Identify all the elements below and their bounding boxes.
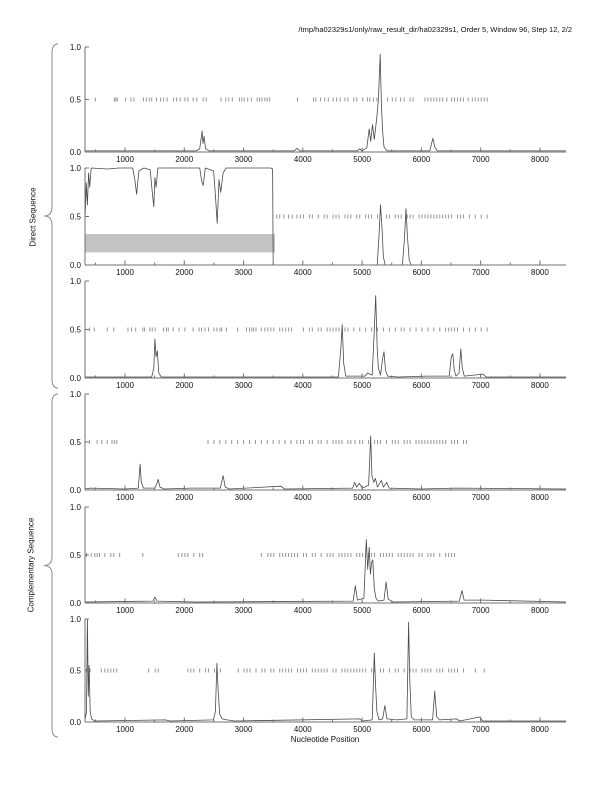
y-tick-label: 1.0 (70, 615, 82, 624)
x-tick-label: 8000 (531, 606, 549, 615)
figure-title: /tmp/ha02329s1/only/raw_result_dir/ha023… (298, 25, 573, 34)
x-tick-label: 7000 (472, 493, 490, 502)
complementary-group-brace (43, 393, 59, 738)
x-tick-label: 3000 (235, 381, 253, 390)
y-tick-label: 0.5 (70, 325, 82, 334)
panel-complementary-3: 1000 2000 3000 4000 5000 6000 7000 8000 0.0 0.5 1.… (70, 615, 566, 734)
x-tick-label: 5000 (353, 268, 371, 277)
x-tick-label: 8000 (531, 381, 549, 390)
y-tick-label: 1.0 (70, 503, 82, 512)
score-line (84, 539, 567, 603)
x-tick-label: 6000 (412, 493, 430, 502)
match-marker-row (88, 327, 488, 332)
y-tick-label: 1.0 (70, 390, 82, 399)
x-tick-label: 3000 (235, 725, 253, 734)
panel-complementary-2: 1000 2000 3000 4000 5000 6000 7000 8000 0.0 0.5 1.… (70, 503, 567, 615)
x-tick-label: 6000 (412, 725, 430, 734)
match-marker-row (276, 214, 488, 219)
x-tick-label: 7000 (472, 725, 490, 734)
direct-group-brace (43, 43, 59, 389)
x-tick-label: 5000 (353, 155, 371, 164)
x-tick-label: 4000 (294, 493, 312, 502)
x-tick-label: 3000 (235, 268, 253, 277)
x-tick-label: 2000 (175, 725, 193, 734)
match-marker-row (85, 668, 485, 673)
x-tick-label: 1000 (116, 725, 134, 734)
match-marker-row (94, 97, 488, 102)
panel-complementary-1: 1000 2000 3000 4000 5000 6000 7000 8000 0.0 0.5 1.… (70, 390, 567, 502)
match-marker-row (85, 553, 456, 557)
y-tick-label: 1.0 (70, 164, 82, 173)
score-line (84, 618, 566, 722)
y-tick-label: 0.0 (70, 148, 82, 157)
x-tick-label: 6000 (412, 381, 430, 390)
y-tick-label: 1.0 (70, 43, 82, 52)
x-tick-label: 4000 (294, 606, 312, 615)
panel-direct-1: 1000 2000 3000 4000 5000 6000 7000 8000 0.0 0.5 1.… (70, 43, 566, 164)
panel-direct-3: 1000 2000 3000 4000 5000 6000 7000 8000 0.0 0.5 1.… (70, 277, 566, 390)
score-line (85, 53, 566, 152)
x-tick-label: 8000 (531, 725, 549, 734)
x-tick-label: 8000 (531, 155, 549, 164)
axis (84, 393, 566, 491)
score-line (85, 295, 566, 378)
x-tick-label: 2000 (175, 155, 193, 164)
x-tick-label: 5000 (353, 606, 371, 615)
x-tick-label: 2000 (175, 606, 193, 615)
y-tick-label: 0.5 (70, 212, 82, 221)
x-tick-label: 5000 (353, 493, 371, 502)
score-line (84, 167, 566, 266)
axis (84, 280, 566, 379)
axis (84, 506, 566, 604)
score-line (84, 435, 567, 490)
axis (84, 167, 566, 266)
x-tick-label: 4000 (294, 381, 312, 390)
y-tick-label: 0.0 (70, 486, 82, 495)
x-tick-label: 5000 (353, 725, 371, 734)
x-tick-label: 1000 (116, 155, 134, 164)
x-tick-label: 7000 (472, 155, 490, 164)
x-tick-label: 4000 (294, 155, 312, 164)
y-tick-label: 0.0 (70, 261, 82, 270)
y-tick-label: 0.5 (70, 551, 82, 560)
x-tick-label: 3000 (235, 493, 253, 502)
y-tick-label: 0.5 (70, 666, 82, 675)
x-tick-label: 3000 (235, 606, 253, 615)
x-tick-label: 8000 (531, 268, 549, 277)
x-tick-label: 4000 (294, 268, 312, 277)
x-tick-label: 6000 (412, 268, 430, 277)
x-tick-label: 6000 (412, 606, 430, 615)
x-tick-label: 4000 (294, 725, 312, 734)
x-tick-label: 5000 (353, 381, 371, 390)
x-tick-label: 7000 (472, 606, 490, 615)
x-tick-label: 8000 (531, 493, 549, 502)
x-tick-label: 2000 (175, 493, 193, 502)
panel-direct-2: 1000 2000 3000 4000 5000 6000 7000 8000 0.0 0.5 1.… (70, 164, 566, 277)
masked-region-band (85, 233, 275, 253)
axis (84, 46, 566, 153)
axis (84, 618, 566, 723)
x-tick-label: 1000 (116, 606, 134, 615)
y-tick-label: 0.0 (70, 374, 82, 383)
x-tick-label: 2000 (175, 381, 193, 390)
x-tick-label: 6000 (412, 155, 430, 164)
y-tick-label: 0.5 (70, 438, 82, 447)
match-marker-row (88, 440, 467, 444)
x-tick-label: 3000 (235, 155, 253, 164)
x-tick-label: 1000 (116, 381, 134, 390)
x-tick-label: 1000 (116, 493, 134, 502)
y-tick-label: 0.0 (70, 718, 82, 727)
x-tick-label: 7000 (472, 381, 490, 390)
x-tick-label: 2000 (175, 268, 193, 277)
x-tick-label: 1000 (116, 268, 134, 277)
x-tick-label: 7000 (472, 268, 490, 277)
x-axis-title: Nucleotide Position (290, 735, 360, 744)
y-tick-label: 0.5 (70, 95, 82, 104)
y-tick-label: 1.0 (70, 277, 82, 286)
y-tick-label: 0.0 (70, 599, 82, 608)
